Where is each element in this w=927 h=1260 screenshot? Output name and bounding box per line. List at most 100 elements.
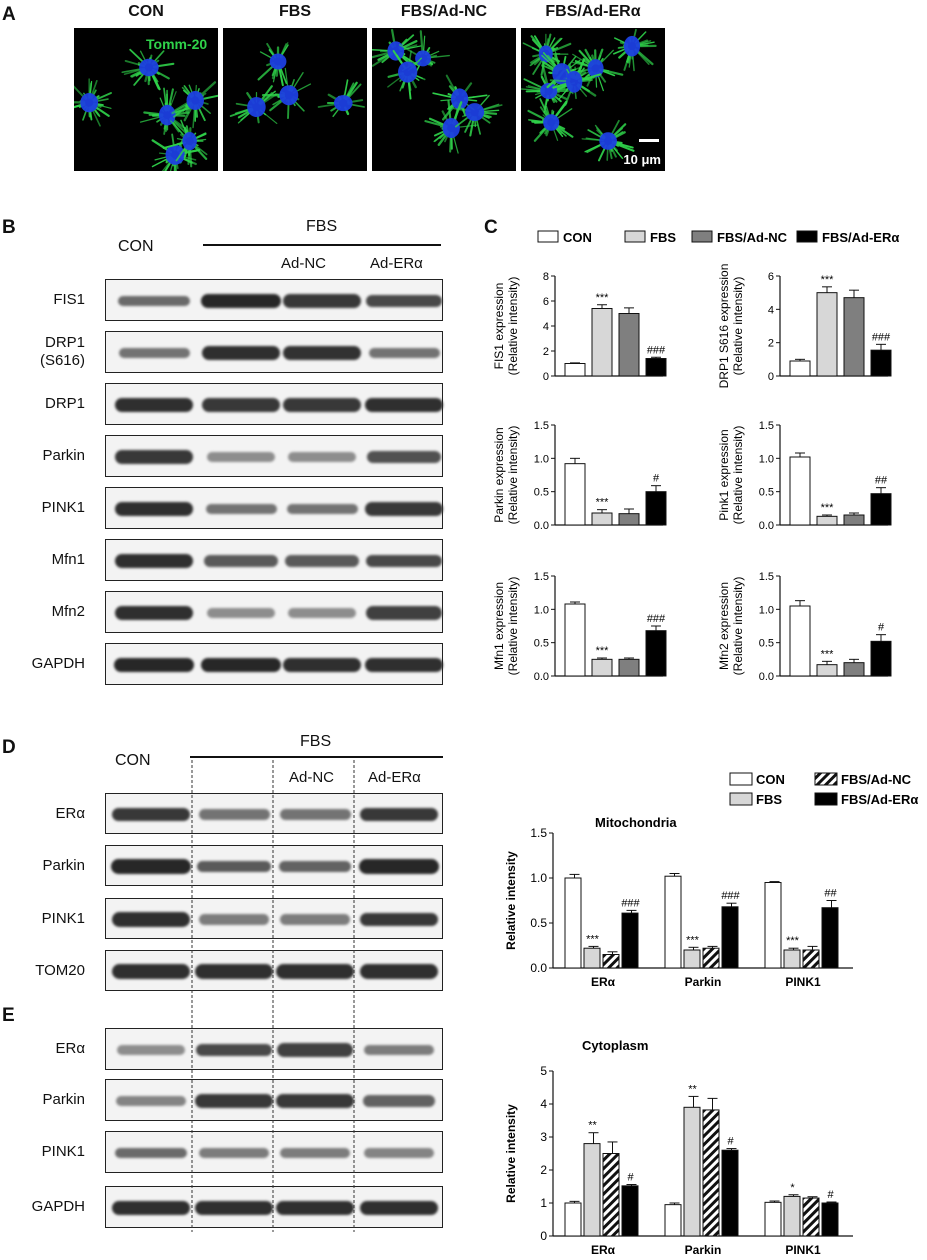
bar — [821, 907, 839, 969]
protein-band — [111, 1200, 191, 1216]
significance-mark: ## — [824, 888, 837, 900]
y-axis-label: (Relative intensity) — [731, 277, 745, 376]
protein-band — [114, 605, 194, 621]
legend-swatch — [729, 792, 753, 806]
significance-mark: # — [653, 473, 660, 485]
bar — [764, 882, 782, 969]
significance-mark: ### — [647, 344, 666, 356]
blot-strip — [105, 1131, 443, 1173]
protein-band — [368, 347, 440, 359]
nucleus — [182, 131, 197, 151]
header-ad-nc: Ad-NC — [289, 769, 335, 786]
bar — [591, 658, 613, 677]
bar — [802, 1197, 820, 1237]
legend-swatch — [814, 772, 838, 786]
protein-band — [206, 608, 276, 618]
panel-label-e: E — [2, 1005, 15, 1026]
blot-strip — [105, 591, 443, 633]
bar — [645, 491, 667, 526]
protein-band — [364, 657, 444, 673]
protein-band — [114, 501, 194, 517]
protein-band — [195, 1094, 273, 1108]
mitochondria-filament — [372, 51, 393, 59]
y-tick-label: 4 — [543, 321, 549, 333]
nucleus — [599, 132, 617, 150]
bar — [783, 1195, 801, 1237]
mitochondria-filament — [278, 65, 284, 87]
protein-band — [114, 553, 194, 569]
legend-label: FBS — [756, 792, 782, 807]
bar — [618, 513, 640, 526]
y-axis-label: Pink1 expression — [717, 429, 731, 520]
mitochondria-bar-chart: 0.0 0.5 1.0 1.5 Mitochondria Relative intensi… — [504, 772, 918, 989]
legend-label: FBS/Ad-ERα — [841, 792, 918, 807]
protein-band — [196, 1043, 272, 1057]
nucleus — [279, 85, 299, 106]
blot-strip — [105, 435, 443, 477]
bar — [843, 514, 865, 526]
bar — [870, 493, 892, 526]
y-axis-label: (Relative intensity) — [506, 577, 520, 676]
protein-band — [115, 450, 193, 464]
bar — [618, 658, 640, 677]
mitochondria-filament — [549, 42, 572, 54]
protein-band — [279, 1147, 351, 1159]
scale-bar — [639, 139, 659, 142]
bar — [621, 912, 639, 969]
bar — [564, 603, 586, 677]
fbs-bracket-line — [190, 756, 443, 758]
blot-row-label: Mfn1 — [51, 551, 85, 568]
mitochondria-filament — [530, 35, 544, 52]
legend-swatch — [729, 772, 753, 786]
nucleus — [387, 41, 405, 61]
protein-band — [116, 1096, 186, 1106]
micrograph-cells: Tomm-20 — [74, 36, 218, 171]
legend-label: FBS/Ad-ERα — [822, 230, 899, 245]
y-tick-label: 1.0 — [534, 604, 549, 616]
panel-label-c: C — [484, 217, 498, 238]
mitochondria-filament — [398, 44, 420, 57]
protein-band — [198, 809, 270, 820]
y-tick-label: 8 — [543, 271, 549, 283]
blot-row-label: FIS1 — [53, 291, 85, 308]
bar — [564, 1202, 582, 1237]
protein-band — [279, 809, 351, 820]
y-axis-label: FIS1 expression — [492, 283, 506, 370]
protein-band — [363, 1044, 435, 1056]
y-tick-label: 0 — [540, 1229, 547, 1243]
legend-swatch — [814, 792, 838, 806]
legend-swatch — [796, 230, 818, 243]
significance-mark: *** — [596, 292, 610, 304]
micrograph-cells — [229, 42, 365, 125]
bar — [789, 605, 811, 677]
mitochondria-filament — [532, 57, 545, 75]
protein-band — [359, 964, 439, 979]
chart-4: 0.0 0.5 1.0 1.5 *** ### Mfn1 expression (Relati… — [492, 571, 667, 683]
nucleus — [398, 61, 418, 83]
significance-mark: *** — [821, 502, 835, 514]
y-tick-label: 0.5 — [530, 916, 547, 930]
protein-band — [276, 1094, 354, 1108]
significance-mark: *** — [686, 934, 700, 946]
bar — [816, 515, 838, 526]
blot-strip — [105, 845, 443, 886]
mitochondria-filament — [554, 124, 574, 138]
y-axis-label: (Relative intensity) — [731, 426, 745, 525]
bar — [764, 1201, 782, 1237]
protein-band — [112, 807, 190, 822]
micrograph-image: Tomm-20 — [74, 28, 218, 171]
y-tick-label: 2 — [540, 1163, 547, 1177]
chart-5: 0.0 0.5 1.0 1.5 *** # Mfn2 expression (Relative… — [717, 571, 892, 683]
bar — [564, 463, 586, 526]
significance-mark: * — [790, 1182, 795, 1194]
protein-band — [116, 1045, 186, 1055]
y-tick-label: 0 — [768, 371, 774, 383]
legend-swatch — [537, 230, 559, 243]
protein-band — [118, 295, 190, 307]
micrograph-title: CON — [128, 3, 164, 20]
mitochondria-filament — [577, 73, 602, 82]
y-tick-label: 1.5 — [534, 571, 549, 583]
legend-label: CON — [756, 772, 785, 787]
significance-mark: ### — [647, 613, 666, 625]
protein-band — [285, 555, 359, 567]
